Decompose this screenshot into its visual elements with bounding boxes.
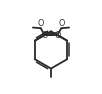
Text: O: O (54, 31, 60, 39)
Text: O: O (37, 19, 43, 28)
Text: O: O (59, 19, 65, 28)
Text: O: O (42, 31, 48, 39)
